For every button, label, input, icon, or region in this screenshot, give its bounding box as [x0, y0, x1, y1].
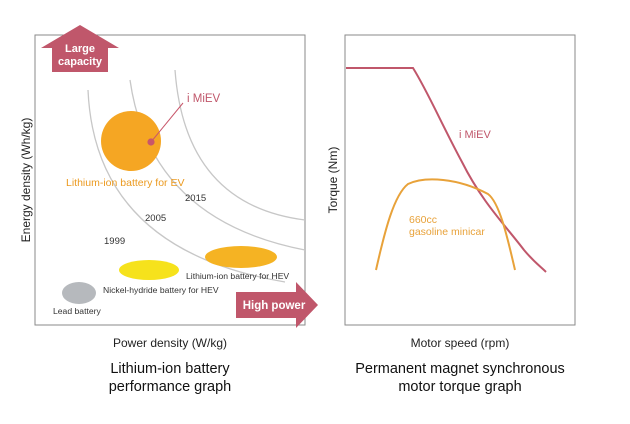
- year-curve-1999: [87, 89, 286, 283]
- series-label-gasoline-line2: gasoline minicar: [409, 226, 485, 238]
- year-label-2015: 2015: [185, 193, 206, 204]
- large-capacity-line1: Large: [65, 43, 95, 55]
- region-nickel-hydride-hev: [119, 260, 179, 280]
- imiev-leader-line: [150, 102, 184, 143]
- series-label-gasoline-line1: 660cc: [409, 214, 437, 226]
- torque-y-axis-label: Torque (Nm): [326, 147, 340, 214]
- region-li-ion-hev: [205, 246, 277, 268]
- battery-chart: 2015 2005 1999 i MiEV Lithium-ion batter…: [19, 25, 318, 350]
- label-li-ion-hev: Lithium-ion battery for HEV: [186, 271, 289, 281]
- battery-title-line1: Lithium-ion battery: [110, 361, 230, 377]
- battery-chart-title: Lithium-ion battery performance graph: [80, 360, 260, 396]
- battery-x-axis-label: Power density (W/kg): [113, 336, 227, 350]
- torque-chart: i MiEV 660cc gasoline minicar Torque (Nm…: [326, 34, 576, 350]
- torque-chart-title: Permanent magnet synchronous motor torqu…: [330, 360, 590, 396]
- label-nickel-hydride-hev: Nickel-hydride battery for HEV: [103, 285, 219, 295]
- series-line-gasoline: [375, 178, 516, 271]
- label-li-ion-ev: Lithium-ion battery for EV: [66, 177, 184, 189]
- label-lead-battery: Lead battery: [53, 306, 101, 316]
- battery-title-line2: performance graph: [108, 379, 232, 395]
- year-label-1999: 1999: [104, 236, 125, 247]
- torque-title-line1: Permanent magnet synchronous: [355, 361, 565, 377]
- large-capacity-line2: capacity: [58, 56, 103, 68]
- year-curve-2015: [174, 69, 305, 221]
- torque-title-line2: motor torque graph: [398, 379, 522, 395]
- large-capacity-arrow: Large capacity: [41, 25, 119, 72]
- high-power-label: High power: [243, 300, 306, 312]
- region-lead-battery: [62, 282, 96, 304]
- year-label-2005: 2005: [145, 213, 166, 224]
- torque-plot-frame: [344, 34, 576, 326]
- series-line-imiev: [346, 67, 547, 273]
- region-li-ion-ev: [101, 111, 161, 171]
- torque-x-axis-label: Motor speed (rpm): [411, 336, 510, 350]
- battery-y-axis-label: Energy density (Wh/kg): [19, 118, 33, 243]
- imiev-label: i MiEV: [187, 93, 221, 105]
- series-label-imiev: i MiEV: [459, 129, 491, 141]
- high-power-arrow: High power: [236, 282, 318, 328]
